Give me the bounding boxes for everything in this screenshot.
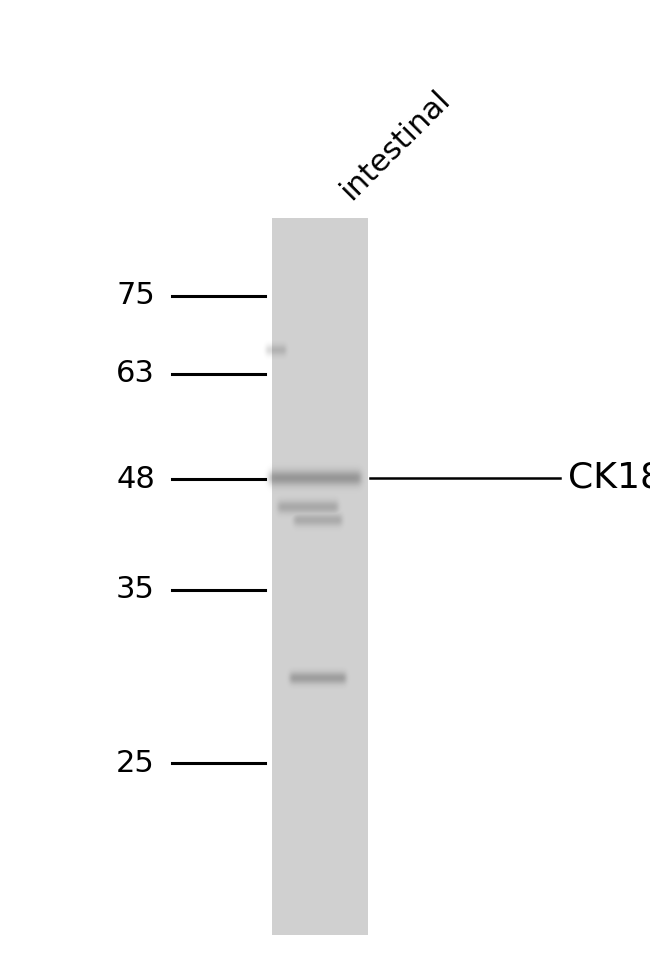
Bar — [272, 218, 368, 935]
Text: 48: 48 — [116, 464, 155, 493]
Text: 25: 25 — [116, 748, 155, 777]
Text: 35: 35 — [116, 575, 155, 604]
Text: CK18: CK18 — [568, 461, 650, 495]
Text: intestinal: intestinal — [335, 85, 455, 205]
Text: 63: 63 — [116, 359, 155, 388]
Text: 75: 75 — [116, 281, 155, 310]
